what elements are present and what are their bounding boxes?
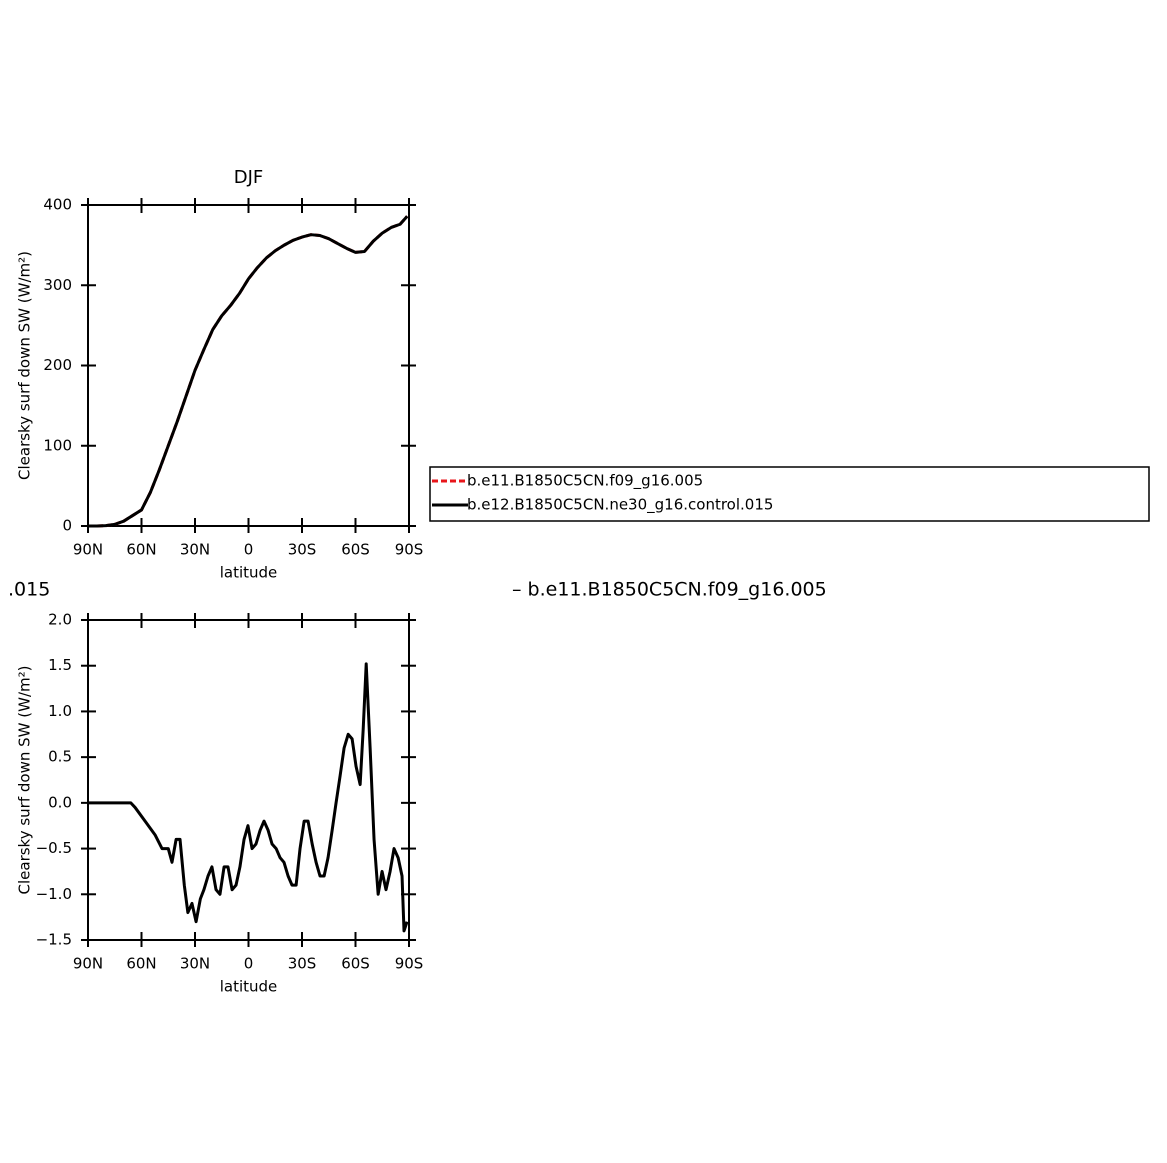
fragment-text: .015 — [8, 579, 50, 601]
y-axis-label: Clearsky surf down SW (W/m²) — [16, 251, 34, 480]
x-tick-label: 0 — [244, 955, 254, 973]
y-tick-label: 100 — [43, 436, 72, 454]
x-axis-label: latitude — [220, 564, 278, 582]
y-tick-label: 300 — [43, 276, 72, 294]
x-axis-label: latitude — [220, 978, 278, 996]
x-tick-label: 30N — [180, 955, 210, 973]
legend-label: b.e11.B1850C5CN.f09_g16.005 — [467, 472, 703, 491]
y-tick-label: −1.5 — [36, 931, 72, 949]
y-tick-label: 0.0 — [48, 793, 72, 811]
data-line — [88, 215, 409, 528]
y-axis-label: Clearsky surf down SW (W/m²) — [16, 666, 34, 895]
y-tick-label: 1.0 — [48, 702, 72, 720]
x-tick-label: 0 — [244, 541, 254, 559]
x-tick-label: 60S — [341, 541, 370, 559]
y-tick-label: −0.5 — [36, 839, 72, 857]
x-tick-label: 90S — [395, 541, 424, 559]
x-tick-label: 30S — [288, 541, 317, 559]
x-tick-label: 60S — [341, 955, 370, 973]
legend-label: b.e12.B1850C5CN.ne30_g16.control.015 — [467, 496, 773, 515]
data-line — [88, 662, 409, 933]
x-tick-label: 90S — [395, 955, 424, 973]
y-tick-label: 400 — [43, 196, 72, 214]
legend-box — [429, 466, 1150, 522]
y-tick-label: 0 — [62, 517, 72, 535]
chart-title: DJF — [234, 167, 264, 188]
x-tick-label: 60N — [126, 955, 156, 973]
y-tick-label: 2.0 — [48, 611, 72, 629]
y-tick-label: 200 — [43, 356, 72, 374]
x-tick-label: 30N — [180, 541, 210, 559]
x-tick-label: 90N — [73, 955, 103, 973]
y-tick-label: 1.5 — [48, 656, 72, 674]
fragment-text: – b.e11.B1850C5CN.f09_g16.005 — [512, 579, 827, 601]
x-tick-label: 30S — [288, 955, 317, 973]
x-tick-label: 90N — [73, 541, 103, 559]
x-tick-label: 60N — [126, 541, 156, 559]
y-tick-label: −1.0 — [36, 885, 72, 903]
data-line — [88, 215, 409, 528]
y-tick-label: 0.5 — [48, 748, 72, 766]
